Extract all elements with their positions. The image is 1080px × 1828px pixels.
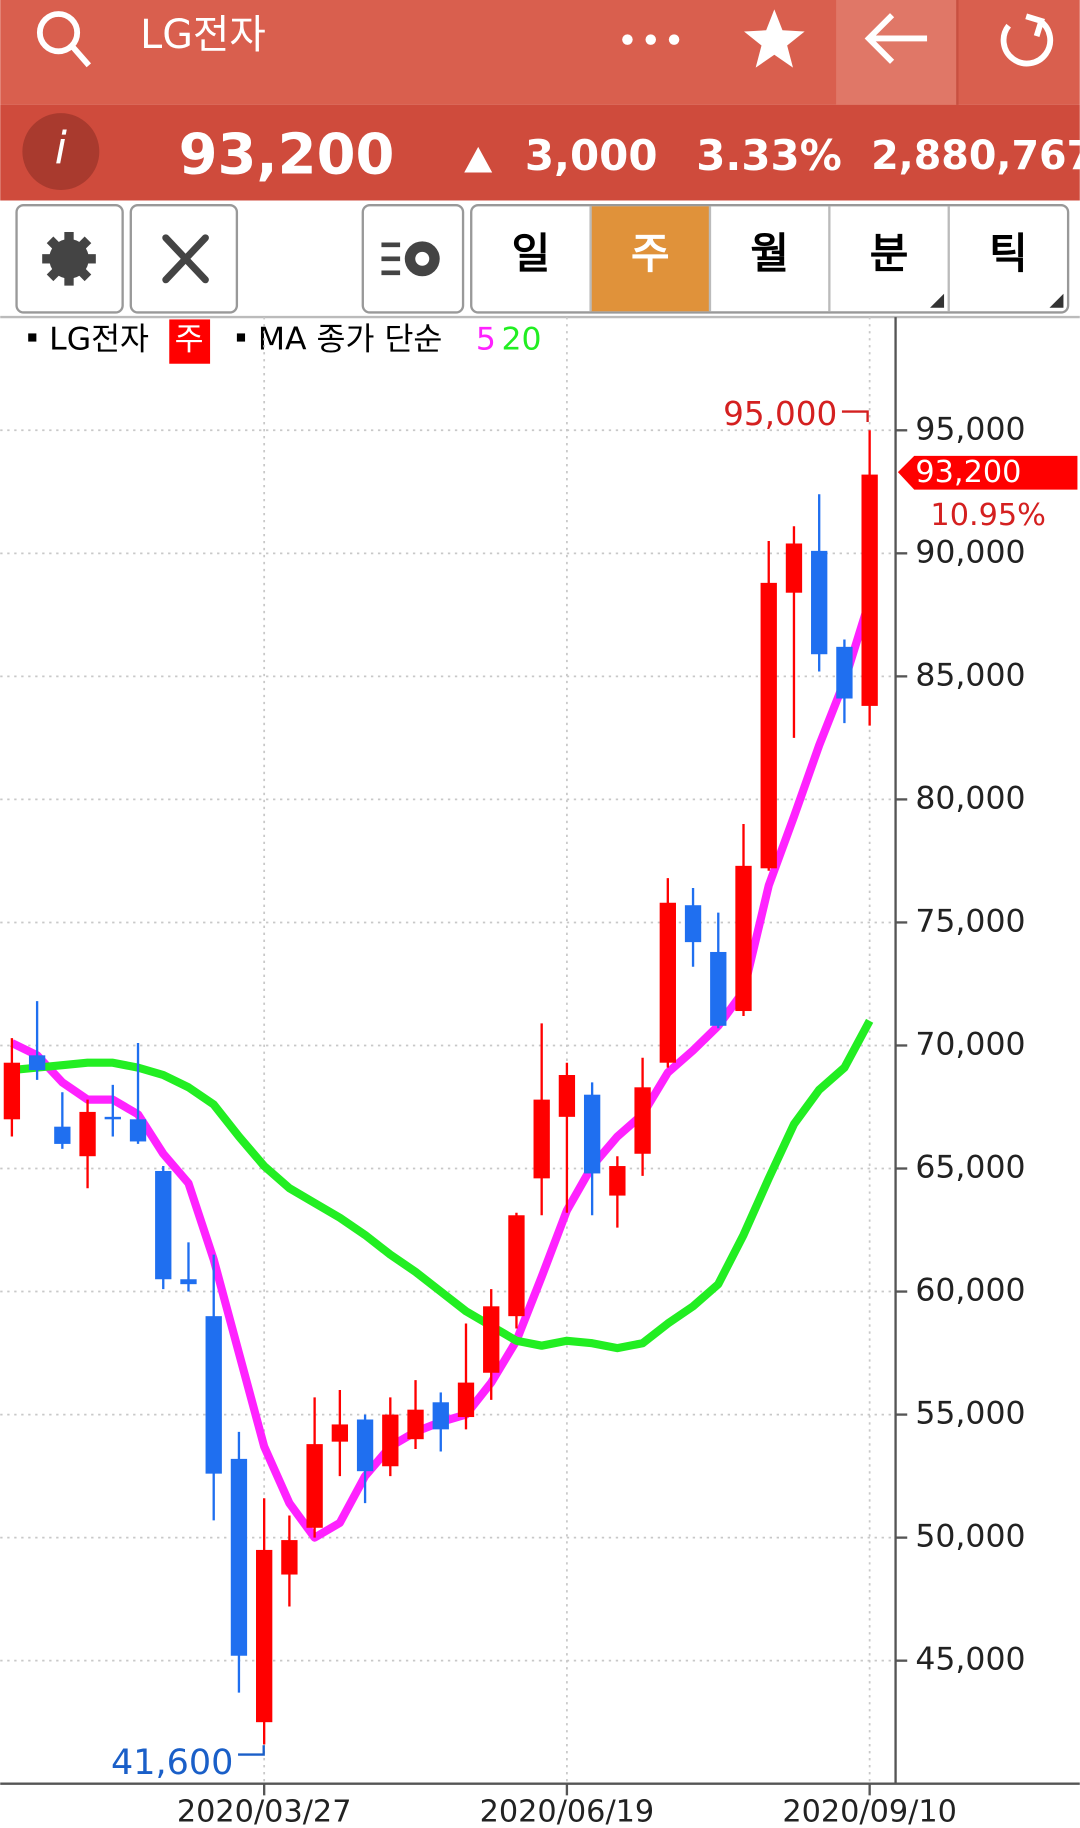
candle-body — [710, 951, 727, 1026]
gear-icon — [42, 231, 96, 286]
candle-body — [457, 1382, 475, 1418]
x-tick-label: 2020/09/10 — [782, 1794, 957, 1828]
last-price-tag — [897, 455, 1078, 490]
tools-icon — [162, 234, 209, 284]
refresh-icon[interactable] — [1000, 13, 1054, 67]
candle-body — [558, 1075, 576, 1117]
legend-stock: LG전자 — [49, 321, 149, 357]
candle-body — [533, 1099, 550, 1179]
candle-body — [306, 1444, 323, 1528]
volume: 2,880,767 — [871, 133, 1080, 179]
price-change: 3,000 — [525, 131, 658, 180]
up-arrow — [464, 146, 493, 173]
tab-label[interactable]: 분 — [870, 229, 909, 278]
favorite-icon[interactable] — [744, 9, 805, 68]
candle-body — [811, 550, 828, 655]
legend-period-bg — [169, 319, 211, 364]
y-tick-label: 75,000 — [915, 903, 1025, 939]
candle-body — [760, 582, 777, 869]
last-change-label: 10.95% — [930, 498, 1046, 533]
y-tick-label: 55,000 — [915, 1396, 1025, 1432]
candle-body — [861, 474, 878, 706]
candle-body — [634, 1087, 651, 1154]
price-bar — [0, 104, 1080, 201]
y-tick-label: 90,000 — [915, 534, 1025, 570]
info-button[interactable] — [22, 113, 100, 191]
y-tick-label: 65,000 — [915, 1150, 1025, 1186]
candle-body — [432, 1402, 449, 1430]
candle-body — [382, 1414, 399, 1467]
high-label: 95,000 — [723, 395, 837, 433]
legend-period: 주 — [175, 321, 204, 357]
candle-body — [104, 1116, 121, 1120]
candle-body — [331, 1424, 349, 1442]
candle-body — [684, 905, 702, 943]
legend-bullet — [28, 333, 37, 342]
y-tick-label: 60,000 — [915, 1273, 1025, 1309]
candle-body — [356, 1419, 374, 1472]
candle-body — [659, 902, 676, 1063]
change-rate: 3.33% — [696, 131, 842, 180]
candle-body — [28, 1055, 46, 1071]
candle-body — [609, 1166, 626, 1196]
candle-body — [129, 1119, 147, 1142]
indicator-icon — [381, 241, 440, 277]
candle-body — [205, 1316, 222, 1474]
candle-body — [155, 1170, 172, 1280]
candle-body — [281, 1540, 298, 1575]
legend-bullet — [236, 333, 246, 342]
back-button-bg[interactable] — [836, 0, 958, 105]
x-tick-label: 2020/03/27 — [177, 1794, 352, 1828]
candle-body — [79, 1111, 96, 1157]
search-icon[interactable] — [36, 11, 92, 68]
candle-body — [180, 1279, 197, 1285]
current-price: 93,200 — [179, 123, 395, 188]
y-tick-label: 50,000 — [915, 1519, 1025, 1555]
candle-body — [836, 646, 853, 699]
candle-body — [256, 1549, 273, 1723]
stock-name: LG전자 — [140, 12, 266, 58]
tab-label[interactable]: 주 — [631, 229, 670, 278]
moving-average-line — [11, 1018, 874, 1353]
tab-label[interactable]: 월 — [750, 229, 789, 278]
candle-body — [583, 1094, 601, 1174]
high-arrow — [841, 410, 869, 423]
tab-selected-bg — [590, 206, 710, 312]
y-tick-label: 80,000 — [915, 780, 1025, 816]
y-tick-label: 45,000 — [915, 1642, 1025, 1678]
candle-body — [483, 1306, 500, 1373]
legend-ma5: 5 — [476, 321, 496, 357]
info-icon: i — [55, 124, 68, 175]
tab-label[interactable]: 일 — [512, 229, 551, 278]
more-icon[interactable] — [622, 34, 680, 45]
y-tick-label: 85,000 — [915, 657, 1025, 693]
candle-body — [407, 1409, 424, 1440]
y-tick-label: 70,000 — [915, 1026, 1025, 1062]
y-tick-label: 95,000 — [915, 411, 1025, 447]
low-label: 41,600 — [111, 1743, 233, 1783]
tab-label[interactable]: 틱 — [989, 229, 1028, 278]
legend-ma20: 20 — [502, 321, 542, 357]
back-icon[interactable] — [864, 13, 928, 64]
legend-ma: MA 종가 단순 — [258, 321, 443, 357]
candle-body — [3, 1062, 21, 1120]
candle-body — [785, 543, 803, 593]
candle-body — [230, 1458, 248, 1656]
candle-body — [735, 865, 752, 1012]
last-price-label: 93,200 — [915, 455, 1021, 490]
candle-body — [508, 1215, 525, 1317]
x-tick-label: 2020/06/19 — [480, 1794, 655, 1828]
low-arrow — [238, 1745, 265, 1756]
candle-body — [54, 1126, 71, 1144]
